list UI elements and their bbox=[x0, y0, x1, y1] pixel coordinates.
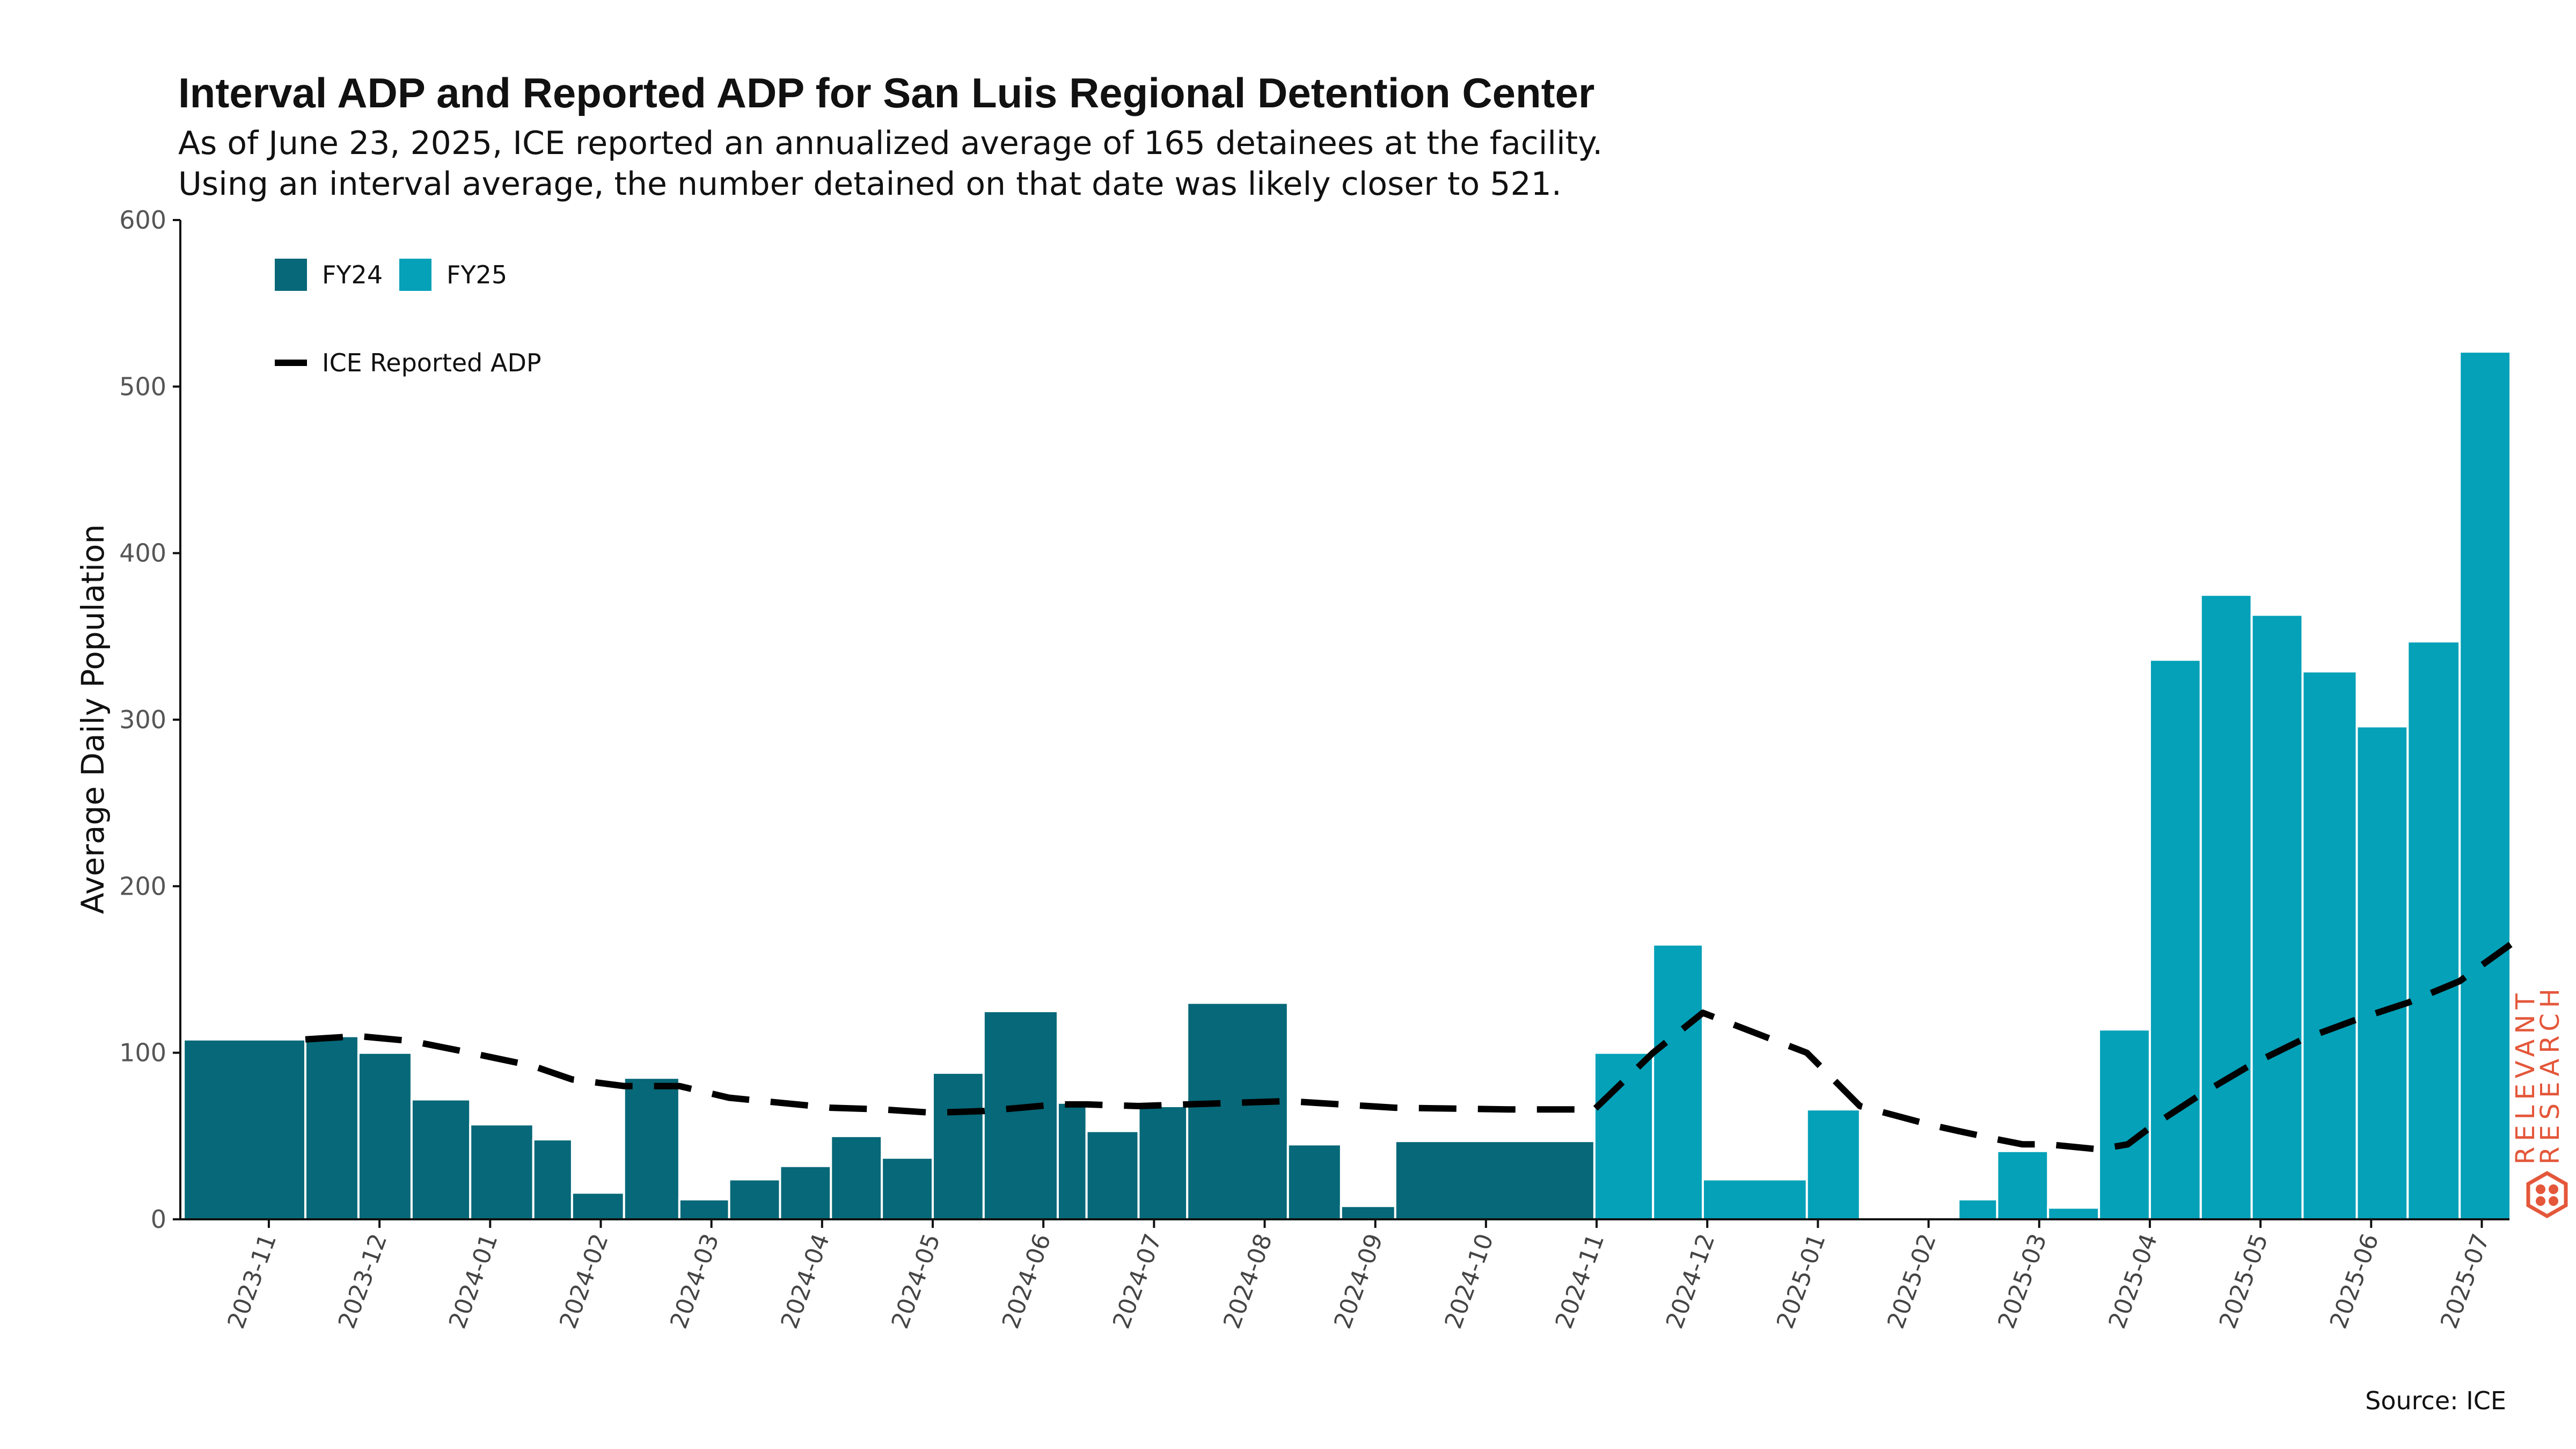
reported-adp-line bbox=[305, 942, 2513, 1153]
bar-fy25 bbox=[1957, 1198, 1999, 1221]
bar-fy25 bbox=[2199, 594, 2253, 1220]
legend: FY24 FY25 ICE Reported ADP bbox=[275, 259, 541, 377]
y-tick-label: 200 bbox=[119, 872, 166, 901]
bar-fy24 bbox=[931, 1071, 985, 1220]
x-tick-label: 2025-06 bbox=[2325, 1230, 2384, 1332]
legend-swatch-fy24 bbox=[275, 259, 307, 291]
brand-text-line-2: RESEARCH bbox=[2535, 983, 2565, 1165]
x-tick-label: 2024-09 bbox=[1329, 1230, 1388, 1332]
brand-logo: RELEVANT RESEARCH bbox=[2511, 983, 2568, 1219]
x-tick-label: 2024-02 bbox=[554, 1230, 614, 1332]
bar-fy25 bbox=[2047, 1206, 2101, 1220]
chart-subtitle-line-2: Using an interval average, the number de… bbox=[178, 165, 1562, 203]
x-tick-label: 2024-12 bbox=[1661, 1230, 1721, 1332]
y-tick-label: 300 bbox=[119, 705, 166, 734]
x-tick-label: 2023-12 bbox=[333, 1230, 393, 1332]
bar-fy25 bbox=[2458, 350, 2512, 1220]
bar-fy24 bbox=[728, 1178, 781, 1221]
x-tick-label: 2025-01 bbox=[1772, 1230, 1831, 1332]
bars-group bbox=[182, 350, 2512, 1221]
y-ticks-group: 0 100 200 300 400 500 600 bbox=[119, 206, 180, 1234]
bar-fy25 bbox=[1805, 1108, 1861, 1220]
x-tick-label: 2025-07 bbox=[2435, 1230, 2495, 1332]
bar-fy24 bbox=[182, 1038, 306, 1220]
bar-fy24 bbox=[982, 1010, 1059, 1221]
x-tick-label: 2025-03 bbox=[1993, 1230, 2052, 1332]
chart-title: Interval ADP and Reported ADP for San Lu… bbox=[178, 69, 1595, 116]
bar-fy24 bbox=[1340, 1205, 1396, 1221]
bar-fy25 bbox=[1701, 1178, 1808, 1221]
x-tick-label: 2024-05 bbox=[887, 1230, 946, 1332]
x-tick-label: 2024-10 bbox=[1439, 1230, 1499, 1332]
bar-fy24 bbox=[532, 1138, 573, 1221]
x-tick-label: 2024-06 bbox=[997, 1230, 1057, 1332]
x-tick-label: 2024-08 bbox=[1218, 1230, 1278, 1332]
bar-fy25 bbox=[2406, 640, 2461, 1220]
x-tick-label: 2024-04 bbox=[775, 1230, 835, 1332]
bar-fy25 bbox=[2301, 670, 2358, 1220]
bar-fy24 bbox=[830, 1135, 883, 1220]
bar-fy24 bbox=[357, 1051, 413, 1220]
bar-fy24 bbox=[304, 1035, 360, 1220]
x-tick-label: 2023-11 bbox=[222, 1230, 282, 1332]
y-tick-label: 500 bbox=[119, 372, 166, 401]
legend-label-fy25: FY25 bbox=[447, 260, 507, 289]
x-tick-label: 2025-05 bbox=[2214, 1230, 2274, 1332]
bar-fy24 bbox=[1137, 1104, 1189, 1221]
bar-fy25 bbox=[1652, 943, 1704, 1220]
x-tick-label: 2024-03 bbox=[665, 1230, 724, 1332]
bar-fy24 bbox=[1186, 1001, 1289, 1220]
legend-label-fy24: FY24 bbox=[322, 260, 383, 289]
bar-fy24 bbox=[678, 1198, 730, 1221]
bar-fy25 bbox=[2148, 658, 2202, 1220]
bar-fy25 bbox=[1593, 1051, 1655, 1220]
x-tick-label: 2025-04 bbox=[2103, 1230, 2163, 1332]
bar-fy24 bbox=[881, 1157, 934, 1221]
bar-fy24 bbox=[469, 1123, 535, 1221]
bar-fy24 bbox=[779, 1165, 832, 1221]
bar-fy24 bbox=[1394, 1140, 1596, 1220]
bar-fy24 bbox=[570, 1191, 625, 1221]
bar-fy25 bbox=[2355, 725, 2409, 1220]
reported-adp-line-group bbox=[305, 942, 2513, 1153]
chart-subtitle-line-1: As of June 23, 2025, ICE reported an ann… bbox=[178, 125, 1603, 162]
brand-text-line-1: RELEVANT bbox=[2511, 988, 2541, 1165]
y-tick-label: 600 bbox=[119, 206, 166, 235]
bar-fy24 bbox=[1056, 1101, 1088, 1220]
x-tick-label: 2024-11 bbox=[1550, 1230, 1610, 1332]
y-tick-label: 400 bbox=[119, 539, 166, 568]
y-tick-label: 0 bbox=[151, 1205, 166, 1234]
y-axis-label: Average Daily Population bbox=[75, 524, 111, 914]
source-note: Source: ICE bbox=[2365, 1386, 2506, 1415]
y-tick-label: 100 bbox=[119, 1038, 166, 1067]
x-tick-label: 2025-02 bbox=[1882, 1230, 1942, 1332]
legend-swatch-fy25 bbox=[399, 259, 431, 291]
legend-label-reported-adp: ICE Reported ADP bbox=[322, 348, 541, 377]
x-tick-label: 2024-07 bbox=[1108, 1230, 1167, 1332]
bar-fy25 bbox=[2250, 613, 2304, 1220]
bar-fy25 bbox=[1996, 1150, 2050, 1221]
brand-hexagon-icon bbox=[2526, 1170, 2568, 1219]
bar-fy24 bbox=[623, 1077, 680, 1220]
bar-fy24 bbox=[1085, 1130, 1140, 1221]
bar-fy24 bbox=[410, 1098, 472, 1221]
bar-fy24 bbox=[1286, 1143, 1342, 1221]
x-tick-label: 2024-01 bbox=[444, 1230, 503, 1332]
x-ticks-group: 2023-11 2023-12 2024-01 2024-02 2024-03 2024-… bbox=[222, 1219, 2495, 1333]
bar-fy25 bbox=[2098, 1028, 2151, 1220]
